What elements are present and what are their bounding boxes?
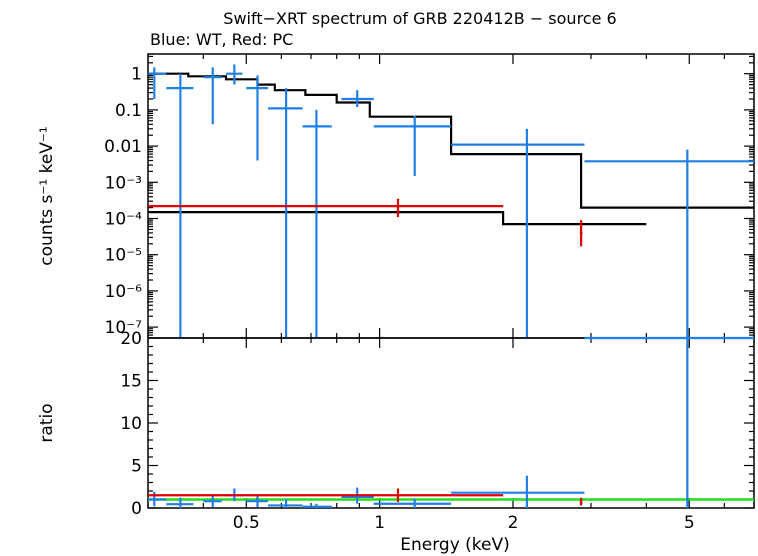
data-point xyxy=(373,498,452,508)
ratio-y-tick-labels: 0 5 10 15 20 xyxy=(120,329,142,519)
data-point xyxy=(451,128,585,338)
data-point xyxy=(148,491,167,507)
y-tick-label: 10⁻⁶ xyxy=(105,282,143,302)
data-point xyxy=(246,75,269,161)
x-tick-label: 2 xyxy=(508,513,519,533)
spectrum-y-tick-labels: 1 0.1 0.01 10⁻³ 10⁻⁴ 10⁻⁵ 10⁻⁶ 10⁻⁷ xyxy=(104,65,142,338)
y-tick-label: 0.1 xyxy=(115,101,142,121)
x-tick-label: 5 xyxy=(684,513,695,533)
data-point xyxy=(579,220,583,247)
y-tick-label: 10⁻⁵ xyxy=(105,246,142,266)
data-point xyxy=(203,494,222,508)
data-point xyxy=(302,109,332,338)
data-point xyxy=(341,90,374,108)
data-point xyxy=(246,495,269,508)
ratio-ticks xyxy=(147,337,755,509)
x-axis-label: Energy (keV) xyxy=(400,535,510,555)
spectrum-y-axis-label: counts s⁻¹ keV⁻¹ xyxy=(37,126,57,265)
ratio-y-axis-label: ratio xyxy=(37,403,57,442)
data-point xyxy=(451,475,585,508)
ratio-panel: 0 5 10 15 20 0.5 1 2 5 ratio Energy (keV) xyxy=(37,329,755,555)
y-tick-label: 10 xyxy=(120,414,142,434)
model-line xyxy=(148,72,754,209)
data-point xyxy=(226,64,243,85)
ratio-data xyxy=(148,336,754,508)
y-tick-label: 10⁻⁷ xyxy=(105,318,143,338)
data-point xyxy=(148,67,167,99)
data-point xyxy=(148,198,504,218)
data-point xyxy=(268,88,303,338)
data-point xyxy=(584,336,754,508)
y-tick-label: 0.01 xyxy=(104,137,142,157)
chart-title: Swift−XRT spectrum of GRB 220412B − sour… xyxy=(223,9,616,28)
chart-subtitle: Blue: WT, Red: PC xyxy=(150,30,293,49)
x-tick-label: 0.5 xyxy=(233,513,260,533)
spectrum-ticks xyxy=(147,54,755,339)
spectrum-model xyxy=(148,72,754,226)
y-tick-label: 5 xyxy=(131,457,142,477)
y-tick-label: 1 xyxy=(131,65,142,85)
y-tick-label: 20 xyxy=(120,329,142,349)
ratio-frame xyxy=(147,337,755,509)
data-point xyxy=(302,503,332,508)
spectrum-panel: 1 0.1 0.01 10⁻³ 10⁻⁴ 10⁻⁵ 10⁻⁶ 10⁻⁷ counts s⁻¹ … xyxy=(37,53,755,339)
data-point xyxy=(166,497,194,508)
data-point xyxy=(373,115,452,176)
data-point xyxy=(203,67,222,125)
y-tick-label: 10⁻⁴ xyxy=(105,209,143,229)
data-point xyxy=(584,149,754,338)
spectrum-frame xyxy=(147,53,755,339)
data-point xyxy=(148,488,504,503)
spectrum-data xyxy=(148,64,754,338)
x-tick-labels: 0.5 1 2 5 xyxy=(233,513,695,533)
model-line xyxy=(148,211,647,226)
data-point xyxy=(579,497,583,506)
y-tick-label: 0 xyxy=(131,499,142,519)
y-tick-label: 10⁻³ xyxy=(105,173,142,193)
x-tick-label: 1 xyxy=(374,513,385,533)
y-tick-label: 15 xyxy=(120,372,142,392)
data-point xyxy=(268,499,303,508)
